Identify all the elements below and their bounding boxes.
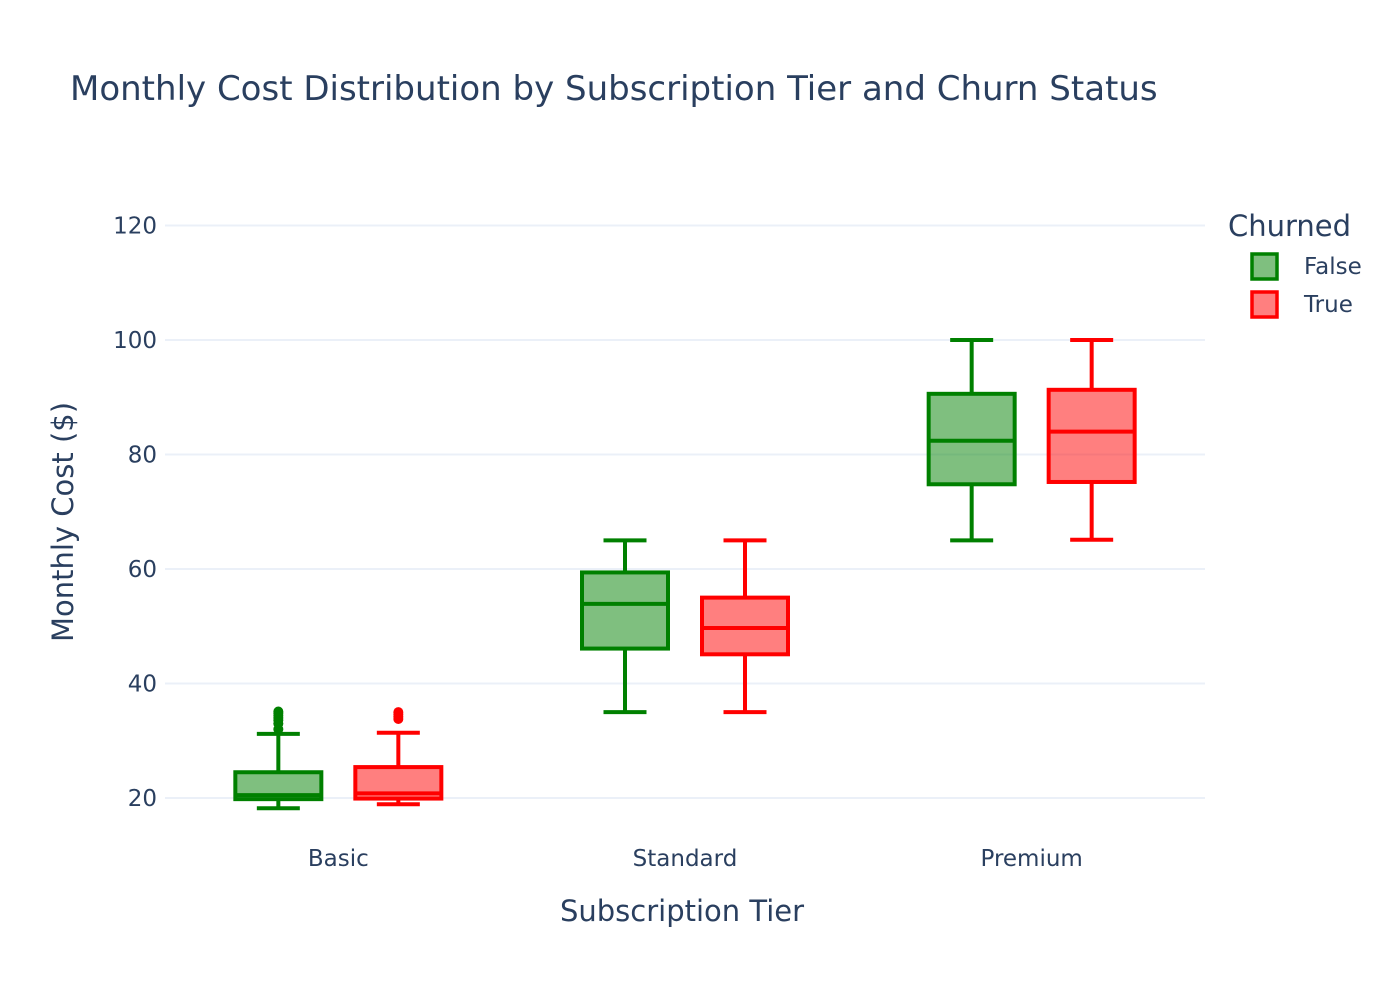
- box-plot: [580, 538, 670, 715]
- x-axis-title: Subscription Tier: [560, 894, 804, 928]
- y-axis-ticks: 20 40 60 80 100 120: [113, 214, 157, 813]
- y-tick-label: 120: [113, 214, 157, 240]
- outlier-point: [273, 706, 284, 717]
- box-plots: [233, 338, 1137, 811]
- legend-swatch: [1250, 252, 1279, 281]
- legend-swatch: [1250, 290, 1279, 319]
- x-tick-label: Basic: [308, 846, 369, 872]
- y-axis-title: Monthly Cost ($): [46, 402, 80, 642]
- legend: Churned False True: [1228, 209, 1362, 319]
- y-tick-label: 20: [128, 786, 157, 812]
- y-tick-label: 40: [128, 672, 157, 698]
- box-plot: [233, 706, 324, 811]
- chart-title: Monthly Cost Distribution by Subscriptio…: [70, 69, 1158, 109]
- legend-item-label: False: [1304, 254, 1362, 280]
- box-iqr: [700, 595, 790, 657]
- y-tick-label: 60: [128, 557, 157, 583]
- legend-title: Churned: [1228, 209, 1351, 243]
- x-tick-label: Standard: [633, 846, 738, 872]
- x-axis-ticks: Basic Standard Premium: [308, 846, 1083, 872]
- box-iqr: [1046, 387, 1137, 484]
- box-plot: [1046, 338, 1137, 542]
- box-plot: [353, 707, 444, 807]
- y-tick-label: 100: [113, 328, 157, 354]
- y-tick-label: 80: [128, 443, 157, 469]
- outlier-point: [393, 707, 404, 718]
- box-plot: [700, 538, 790, 715]
- gridlines: [165, 224, 1205, 799]
- box-plot: [926, 338, 1017, 543]
- legend-item-label: True: [1303, 292, 1353, 318]
- x-tick-label: Premium: [980, 846, 1082, 872]
- box-iqr: [580, 570, 670, 651]
